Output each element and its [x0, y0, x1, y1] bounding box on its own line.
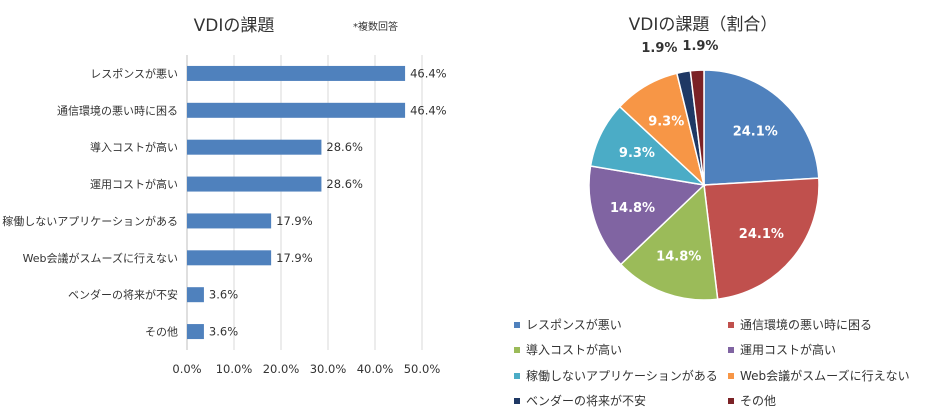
bar-x-tick-label: 40.0%: [357, 362, 394, 376]
bar-value-label: 46.4%: [410, 66, 447, 80]
legend-label: ベンダーの将来が不安: [526, 393, 646, 408]
bar-category-label: 通信環境の悪い時に困る: [57, 103, 178, 117]
bar-category-label: Web会議がスムーズに行えない: [23, 251, 178, 265]
bar-x-tick-label: 30.0%: [310, 362, 347, 376]
legend-swatch: [514, 398, 520, 404]
bar: [187, 324, 204, 340]
pie-slice: [689, 69, 705, 186]
bar-value-label: 17.9%: [276, 251, 313, 265]
pie-slice: [619, 183, 719, 301]
bar-category-label: 運用コストが高い: [90, 177, 178, 191]
pie-slice: [703, 69, 820, 186]
bar: [187, 176, 322, 192]
bar-x-tick-label: 0.0%: [172, 362, 201, 376]
bar-x-tick-label: 50.0%: [404, 362, 441, 376]
bar: [187, 250, 272, 266]
legend-label: 導入コストが高い: [526, 342, 622, 357]
pie-slice-labels: 24.1% 24.1% 14.8% 14.8% 9.3% 9.3% 1.9% 1.9%: [610, 39, 784, 264]
bar-gridlines: [186, 55, 423, 350]
bar-category-label: ベンダーの将来が不安: [68, 288, 178, 302]
bar-category-label: レスポンスが悪い: [90, 66, 178, 80]
bar: [187, 287, 204, 303]
legend-swatch: [728, 347, 734, 353]
bar: [187, 102, 406, 118]
bar: [187, 213, 272, 229]
bar-category-label: その他: [145, 326, 178, 339]
pie-slice-label: 1.9%: [641, 41, 677, 56]
legend-swatch: [728, 373, 734, 379]
legend-label: 運用コストが高い: [740, 342, 836, 357]
bar-value-labels: 46.4% 46.4% 28.6% 28.6% 17.9% 17.9% 3.6% 3.6%: [209, 66, 447, 338]
bar-value-label: 3.6%: [209, 325, 238, 339]
pie-chart-title: VDIの課題（割合）: [629, 15, 778, 35]
legend-label: 通信環境の悪い時に困る: [740, 317, 872, 332]
pie-slice-label: 14.8%: [610, 201, 655, 216]
bar-category-label: 導入コストが高い: [90, 140, 178, 154]
legend-label: 稼働しないアプリケーションがある: [526, 368, 718, 383]
bar-category-labels: レスポンスが悪い通信環境の悪い時に困る導入コストが高い運用コストが高い稼働しない…: [2, 66, 178, 338]
legend-swatch: [514, 373, 520, 379]
legend-label: レスポンスが悪い: [526, 317, 622, 332]
legend-label: Web会議がスムーズに行えない: [740, 368, 910, 383]
legend-swatch: [514, 347, 520, 353]
bar-value-label: 46.4%: [410, 103, 447, 117]
legend-swatch: [514, 322, 520, 328]
bar-category-label: 稼働しないアプリケーションがある: [2, 214, 178, 228]
bar-series: [187, 65, 406, 340]
bar-x-tick-label: 20.0%: [263, 362, 300, 376]
pie-slice-label: 24.1%: [739, 227, 784, 242]
legend-label: その他: [740, 394, 776, 408]
bar-chart-title: VDIの課題: [194, 16, 275, 36]
pie-slice-label: 9.3%: [619, 146, 655, 161]
pie-slice-label: 1.9%: [682, 39, 718, 54]
bar: [187, 139, 322, 155]
bar-value-label: 3.6%: [209, 288, 238, 302]
bar-value-label: 28.6%: [326, 140, 363, 154]
pie-slice: [703, 177, 820, 301]
bar-value-label: 28.6%: [326, 177, 363, 191]
pie-slice: [588, 165, 706, 266]
bar-chart: VDIの課題 *複数回答 レスポンスが悪い通信環境の悪い時に困る導入コストが高い…: [2, 16, 447, 376]
bar: [187, 65, 406, 81]
legend-swatch: [728, 322, 734, 328]
pie-slice-label: 14.8%: [656, 249, 701, 264]
bar-chart-note: *複数回答: [353, 20, 398, 33]
bar-x-axis-ticks: 0.0% 10.0% 20.0% 30.0% 40.0% 50.0%: [172, 362, 440, 376]
pie-chart: VDIの課題（割合） 24.1% 24.1% 14.8% 14.8% 9.3% 9.3% 1…: [514, 15, 910, 408]
pie-slice-label: 24.1%: [733, 125, 778, 140]
pie-slice-label: 9.3%: [648, 115, 684, 130]
bar-x-tick-label: 10.0%: [216, 362, 253, 376]
legend-swatch: [728, 398, 734, 404]
bar-value-label: 17.9%: [276, 214, 313, 228]
pie-slices: [588, 69, 820, 301]
